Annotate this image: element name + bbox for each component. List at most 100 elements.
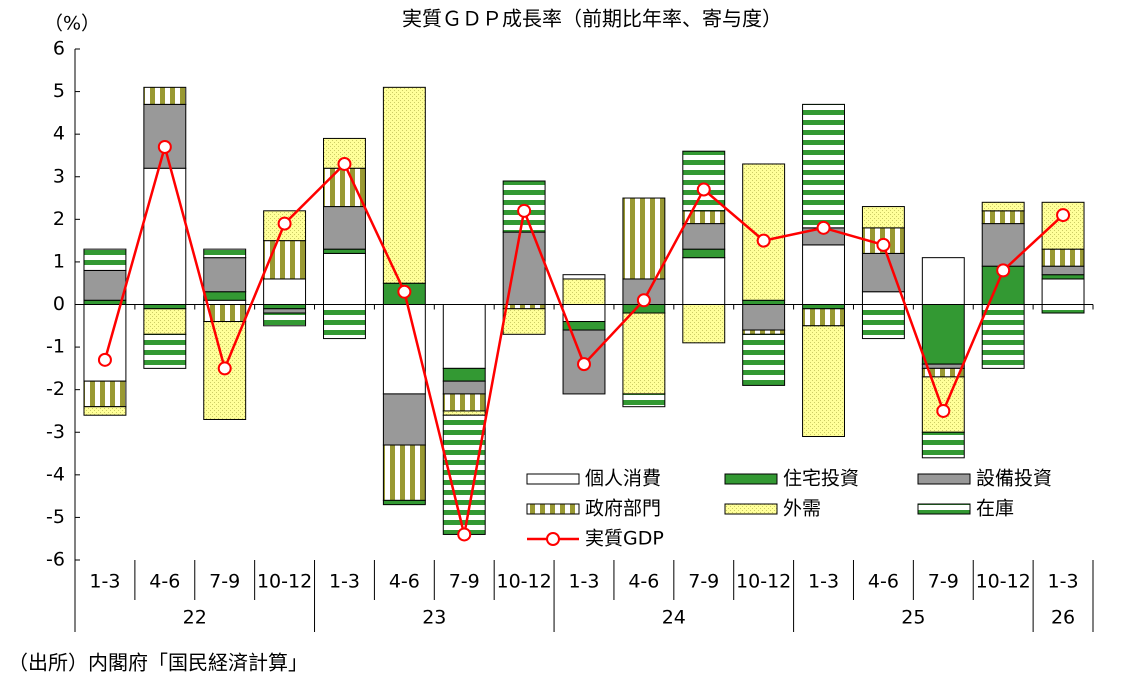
bar-segment bbox=[83, 269, 127, 301]
bar-segment bbox=[263, 312, 307, 327]
chart-title: 実質ＧＤＰ成長率（前期比年率、寄与度） bbox=[402, 7, 782, 31]
bar-segment bbox=[263, 304, 307, 310]
line-marker bbox=[397, 284, 412, 299]
x-tick-label: 10-12 bbox=[497, 571, 552, 593]
x-tick-label: 4-6 bbox=[868, 571, 899, 593]
bar-segment bbox=[802, 308, 845, 327]
bar-segment bbox=[562, 274, 606, 280]
group-label: 26 bbox=[1051, 607, 1075, 629]
x-tick-label: 4-6 bbox=[389, 571, 420, 593]
bar-segment bbox=[143, 167, 187, 305]
bar-segment bbox=[203, 299, 247, 306]
x-tick-label: 1-3 bbox=[808, 571, 839, 593]
line-marker bbox=[157, 139, 172, 154]
bar-segment bbox=[1041, 265, 1085, 276]
bar-segment bbox=[382, 393, 426, 446]
y-tick-label: 5 bbox=[53, 80, 65, 102]
legend-label: 個人消費 bbox=[585, 468, 661, 490]
bar-segment bbox=[502, 304, 546, 310]
legend-swatch bbox=[724, 473, 778, 485]
bar-segment bbox=[143, 304, 187, 310]
bar-segment bbox=[622, 197, 666, 280]
legend-swatch bbox=[724, 503, 778, 515]
bar-segment bbox=[323, 248, 366, 254]
bar-segment bbox=[622, 393, 666, 408]
bar-segment bbox=[1041, 274, 1085, 280]
legend-label: 政府部門 bbox=[585, 498, 661, 520]
legend-label: 住宅投資 bbox=[783, 468, 859, 490]
bar-segment bbox=[203, 291, 247, 301]
legend-swatch bbox=[526, 503, 580, 515]
line-marker bbox=[577, 357, 591, 372]
bar-segment bbox=[382, 499, 426, 506]
bar-segment bbox=[203, 257, 247, 293]
legend-marker bbox=[546, 532, 560, 546]
bar-segment bbox=[981, 201, 1025, 212]
bar-segment bbox=[83, 406, 127, 416]
x-tick-label: 7-9 bbox=[209, 571, 240, 593]
bar-segment bbox=[622, 312, 666, 395]
y-tick-label: -6 bbox=[46, 549, 65, 571]
bar-segment bbox=[143, 103, 187, 169]
y-tick-label: 1 bbox=[53, 250, 65, 272]
bar-segment bbox=[981, 223, 1025, 267]
y-tick-label: -4 bbox=[46, 463, 65, 485]
bar-segment bbox=[382, 444, 426, 501]
bar-segment bbox=[682, 257, 726, 305]
x-tick-label: 1-3 bbox=[568, 571, 599, 593]
line-marker bbox=[1056, 208, 1071, 223]
legend-label: 設備投資 bbox=[976, 468, 1052, 490]
group-label: 24 bbox=[662, 607, 686, 629]
bar-segment bbox=[742, 163, 786, 301]
bar-segment bbox=[442, 380, 486, 395]
y-tick-label: 6 bbox=[53, 38, 65, 60]
line-marker bbox=[457, 527, 472, 542]
group-label: 23 bbox=[422, 607, 446, 629]
bar-segment bbox=[1041, 248, 1085, 267]
bar-segment bbox=[682, 248, 726, 259]
y-tick-label: 4 bbox=[53, 123, 65, 145]
bar-segment bbox=[802, 244, 845, 305]
x-tick-label: 1-3 bbox=[89, 571, 120, 593]
bar-segment bbox=[981, 304, 1025, 369]
y-tick-label: -1 bbox=[46, 336, 65, 358]
bar-segment bbox=[1041, 304, 1085, 314]
x-tick-label: 1-3 bbox=[1048, 571, 1079, 593]
bar-segment bbox=[203, 248, 247, 259]
bar-segment bbox=[921, 431, 965, 459]
legend-swatch bbox=[526, 473, 580, 485]
x-tick-label: 10-12 bbox=[257, 571, 312, 593]
bar-segment bbox=[861, 206, 905, 229]
bar-segment bbox=[682, 223, 726, 250]
source-note: （出所）内閣府「国民経済計算」 bbox=[8, 651, 308, 675]
bar-segment bbox=[83, 304, 127, 382]
line-marker bbox=[517, 203, 532, 218]
x-tick-label: 7-9 bbox=[688, 571, 719, 593]
bar-segment bbox=[323, 304, 366, 340]
bar-segment bbox=[442, 304, 486, 369]
bar-segment bbox=[682, 304, 726, 344]
line-marker bbox=[97, 352, 112, 367]
x-tick-label: 1-3 bbox=[329, 571, 360, 593]
legend-label: 在庫 bbox=[976, 498, 1014, 520]
bar-segment bbox=[861, 291, 905, 306]
x-tick-label: 7-9 bbox=[449, 571, 480, 593]
bar-segment bbox=[802, 304, 845, 310]
line-marker bbox=[337, 156, 352, 171]
bar-segment bbox=[1041, 278, 1085, 306]
x-tick-label: 4-6 bbox=[149, 571, 180, 593]
x-tick-label: 7-9 bbox=[928, 571, 959, 593]
bar-segment bbox=[802, 325, 845, 438]
bar-segment bbox=[442, 367, 486, 382]
bar-segment bbox=[742, 299, 786, 306]
x-tick-label: 10-12 bbox=[736, 571, 791, 593]
line-marker bbox=[876, 237, 891, 252]
bar-segment bbox=[143, 308, 187, 335]
y-axis-label: （%） bbox=[44, 13, 100, 35]
bar-segment bbox=[502, 308, 546, 335]
x-tick-label: 4-6 bbox=[628, 571, 659, 593]
bar-segment bbox=[981, 210, 1025, 225]
bar-segment bbox=[83, 248, 127, 271]
legend-swatch bbox=[917, 473, 971, 485]
